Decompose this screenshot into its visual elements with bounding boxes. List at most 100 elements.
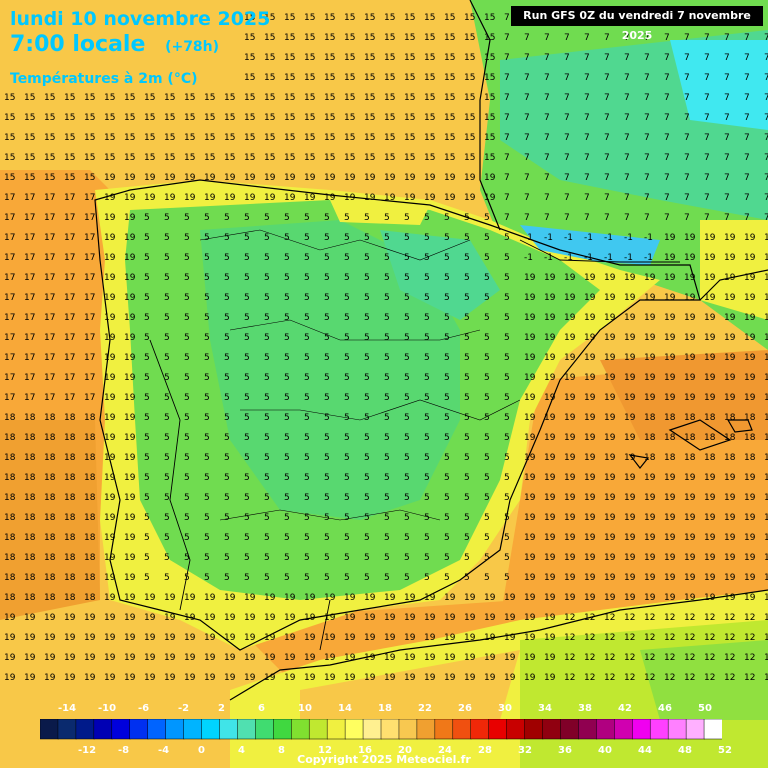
grid-value: 5: [164, 293, 170, 303]
grid-value: 19: [124, 273, 136, 283]
grid-value: 5: [224, 253, 230, 263]
grid-value: 19: [584, 513, 596, 523]
grid-value: 5: [364, 553, 370, 563]
grid-value: 19: [764, 533, 768, 543]
grid-value: 19: [384, 593, 396, 603]
grid-value: 5: [444, 293, 450, 303]
grid-value: 5: [404, 293, 410, 303]
grid-value: 7: [744, 33, 750, 43]
grid-value: 19: [604, 473, 616, 483]
grid-value: 5: [464, 253, 470, 263]
grid-value: 15: [264, 113, 275, 123]
grid-value: 5: [164, 313, 170, 323]
grid-value: 19: [544, 493, 556, 503]
grid-value: 19: [744, 313, 756, 323]
grid-value: 19: [24, 673, 36, 683]
grid-value: 5: [384, 253, 390, 263]
grid-value: 5: [264, 253, 270, 263]
grid-value: 19: [104, 193, 116, 203]
grid-value: 15: [264, 13, 275, 23]
grid-value: 19: [104, 413, 116, 423]
grid-value: 12: [724, 673, 735, 683]
grid-value: 5: [264, 373, 270, 383]
grid-value: 19: [164, 193, 176, 203]
grid-value: 5: [224, 413, 230, 423]
grid-value: 5: [264, 473, 270, 483]
grid-value: 15: [404, 53, 415, 63]
grid-value: 5: [264, 213, 270, 223]
grid-value: -1: [564, 233, 573, 243]
grid-value: 12: [724, 633, 735, 643]
grid-value: 5: [324, 213, 330, 223]
grid-value: 5: [404, 333, 410, 343]
grid-value: 15: [444, 153, 455, 163]
grid-value: 19: [104, 233, 116, 243]
grid-value: 18: [44, 573, 56, 583]
grid-value: 15: [404, 13, 415, 23]
grid-value: 19: [764, 453, 768, 463]
grid-value: 19: [24, 633, 36, 643]
grid-value: 5: [484, 253, 490, 263]
grid-value: 19: [404, 173, 416, 183]
grid-value: 19: [644, 553, 656, 563]
grid-value: 5: [264, 233, 270, 243]
grid-value: 5: [384, 233, 390, 243]
grid-value: 19: [544, 613, 556, 623]
grid-value: 12: [564, 673, 575, 683]
grid-value: 15: [284, 33, 295, 43]
grid-value: 19: [744, 333, 756, 343]
grid-value: 19: [604, 293, 616, 303]
grid-value: 12: [604, 633, 615, 643]
grid-value: 19: [144, 173, 156, 183]
grid-value: 5: [444, 233, 450, 243]
grid-value: 5: [184, 353, 190, 363]
grid-value: 19: [284, 173, 296, 183]
grid-value: 15: [464, 93, 475, 103]
legend-swatch: [75, 719, 95, 740]
grid-value: 19: [464, 673, 476, 683]
grid-value: 19: [444, 633, 456, 643]
grid-value: 19: [164, 613, 176, 623]
grid-value: 5: [504, 553, 510, 563]
grid-value: 5: [204, 413, 210, 423]
grid-value: 5: [204, 553, 210, 563]
grid-value: 19: [604, 393, 616, 403]
grid-value: 5: [264, 353, 270, 363]
grid-value: 5: [424, 473, 430, 483]
grid-value: 7: [664, 73, 670, 83]
grid-value: -1: [524, 233, 533, 243]
grid-value: 15: [264, 133, 275, 143]
grid-value: 19: [624, 333, 636, 343]
legend-label-top: 10: [298, 703, 312, 714]
grid-value: 12: [764, 653, 768, 663]
grid-value: 15: [304, 93, 315, 103]
grid-value: 5: [324, 393, 330, 403]
grid-value: 19: [304, 633, 316, 643]
grid-value: 17: [4, 233, 15, 243]
grid-value: 19: [144, 673, 156, 683]
grid-value: 7: [744, 73, 750, 83]
grid-value: 7: [664, 33, 670, 43]
grid-value: 5: [464, 353, 470, 363]
grid-value: 7: [504, 33, 510, 43]
grid-value: 7: [744, 93, 750, 103]
legend-label-top: -14: [58, 703, 77, 714]
grid-value: 5: [264, 413, 270, 423]
grid-value: 15: [324, 53, 335, 63]
grid-value: 19: [284, 593, 296, 603]
grid-value: 5: [304, 273, 310, 283]
grid-value: 19: [764, 473, 768, 483]
grid-value: 19: [624, 453, 636, 463]
grid-value: 5: [204, 373, 210, 383]
grid-value: 5: [284, 353, 290, 363]
grid-value: 15: [224, 113, 235, 123]
forecast-date: lundi 10 novembre 2025: [10, 8, 271, 30]
grid-value: 5: [424, 493, 430, 503]
grid-value: -1: [524, 253, 533, 263]
grid-value: 18: [664, 453, 676, 463]
grid-value: 19: [524, 533, 536, 543]
grid-value: 5: [424, 313, 430, 323]
grid-value: 19: [84, 653, 96, 663]
grid-value: 15: [384, 13, 395, 23]
grid-value: 5: [324, 453, 330, 463]
